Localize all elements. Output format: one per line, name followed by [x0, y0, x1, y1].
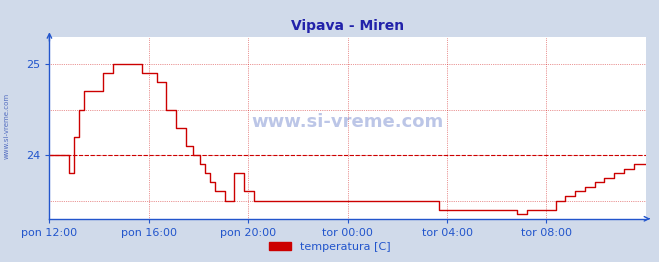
Text: www.si-vreme.com: www.si-vreme.com: [3, 93, 10, 159]
Title: Vipava - Miren: Vipava - Miren: [291, 19, 404, 33]
Legend: temperatura [C]: temperatura [C]: [264, 238, 395, 256]
Text: www.si-vreme.com: www.si-vreme.com: [252, 113, 444, 131]
